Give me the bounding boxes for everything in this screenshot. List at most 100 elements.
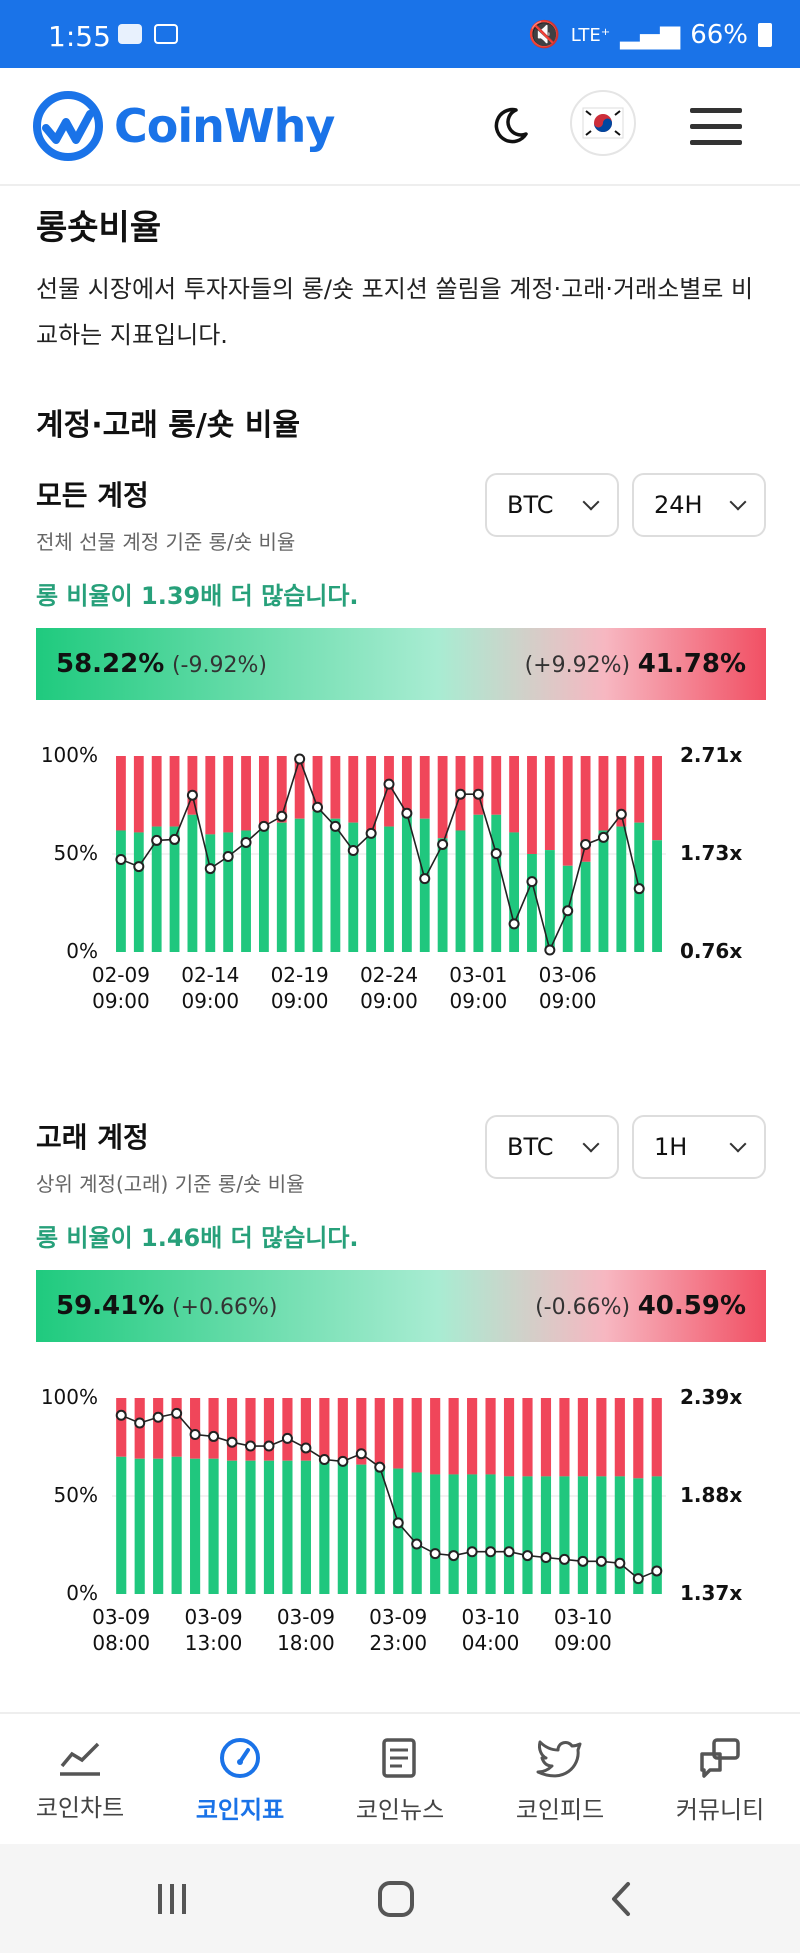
ratio-point (429, 1548, 441, 1560)
ratio-point (258, 820, 270, 832)
long-bar (153, 1458, 164, 1594)
long-bar (245, 1460, 256, 1594)
whale-ratio-note: 롱 비율이 1.46배 더 많습니다. (36, 1224, 359, 1252)
short-bar (190, 1398, 201, 1459)
long-bar (430, 1474, 441, 1594)
gauge-icon (220, 1737, 260, 1778)
nav-coin-feed[interactable]: 코인피드 (480, 1714, 640, 1846)
long-bar (577, 1476, 588, 1594)
all-accounts-chart[interactable]: 100%50%0%2.71x1.73x0.76x02-0909:0002-140… (36, 732, 766, 1052)
short-bar (509, 756, 520, 833)
ratio-point (134, 1417, 146, 1429)
short-side: (+9.92%) 41.78% (525, 649, 746, 679)
ratio-point (347, 844, 359, 856)
whale-ratio-bar: 59.41% (+0.66%) (-0.66%) 40.59% (36, 1270, 766, 1342)
short-bar (540, 1398, 552, 1477)
whale-accounts-title: 고래 계정 (36, 1121, 149, 1154)
ratio-point (115, 854, 127, 866)
whale-period-select-value: 1H (654, 1133, 688, 1161)
ratio-point (133, 861, 145, 873)
long-bar (544, 850, 555, 952)
long-bar (205, 834, 216, 952)
long-bar (208, 1458, 219, 1594)
app-header: CoinWhy (0, 68, 800, 186)
ratio-point (540, 1551, 552, 1563)
ratio-point (544, 944, 556, 956)
ratio-point (508, 918, 520, 930)
y-tick-right: 1.37x (680, 1581, 742, 1605)
nav-coin-news[interactable]: 코인뉴스 (320, 1714, 480, 1846)
short-bar (634, 756, 645, 823)
x-tick-date: 03-01 (449, 963, 507, 987)
all-ratio-bar: 58.22% (-9.92%) (+9.92%) 41.78% (36, 628, 766, 700)
short-bar (263, 1398, 275, 1461)
long-bar (540, 1476, 552, 1594)
long-bar (467, 1474, 478, 1594)
long-bar (559, 1476, 570, 1594)
menu-icon[interactable] (690, 104, 742, 148)
back-icon[interactable] (606, 1880, 634, 1918)
long-bar (190, 1458, 201, 1594)
all-period-select[interactable]: 24H (632, 473, 766, 537)
long-bar (282, 1460, 293, 1594)
brand-name: CoinWhy (114, 99, 335, 153)
long-bar (491, 814, 502, 952)
nav-coin-chart[interactable]: 코인차트 (0, 1714, 160, 1846)
nav-label: 커뮤니티 (675, 1795, 765, 1824)
all-period-select-value: 24H (654, 491, 703, 519)
short-bar (330, 756, 341, 819)
bottom-nav: 코인차트 코인지표 코인뉴스 코인피드 커뮤니티 (0, 1712, 800, 1846)
all-ratio-note: 롱 비율이 1.39배 더 많습니다. (36, 582, 359, 610)
chevron-down-icon (582, 493, 600, 511)
section-title: 계정·고래 롱/숏 비율 (36, 408, 301, 443)
short-bar (366, 756, 377, 831)
ratio-point (437, 838, 449, 850)
long-bar (503, 1476, 515, 1594)
short-bar (467, 1398, 478, 1475)
long-bar (598, 830, 609, 952)
short-bar (116, 756, 126, 831)
ratio-point (615, 808, 627, 820)
ratio-point (186, 789, 198, 801)
long-bar (330, 818, 341, 952)
y-tick-left: 100% (41, 1385, 98, 1409)
long-bar (401, 814, 412, 952)
x-tick-time: 09:00 (181, 989, 239, 1013)
short-bar (419, 756, 430, 819)
line-chart-icon (60, 1742, 100, 1776)
nav-label: 코인지표 (195, 1795, 285, 1824)
page-description: 선물 시장에서 투자자들의 롱/숏 포지션 쏠림을 계정·고래·거래소별로 비교… (36, 275, 754, 349)
x-tick-time: 09:00 (554, 1631, 612, 1655)
nav-coin-indicator[interactable]: 코인지표 (160, 1714, 320, 1846)
korea-flag-icon (582, 107, 624, 139)
whale-coin-select[interactable]: BTC (485, 1115, 619, 1179)
whale-period-select[interactable]: 1H (632, 1115, 766, 1179)
short-percent: 40.59% (637, 1291, 746, 1321)
ratio-line (120, 756, 640, 953)
short-bar (401, 756, 412, 815)
x-tick-time: 09:00 (360, 989, 418, 1013)
home-icon[interactable] (376, 1880, 416, 1918)
short-bar (151, 756, 162, 827)
x-tick-date: 03-09 (185, 1605, 243, 1629)
dark-mode-icon[interactable] (488, 104, 532, 148)
short-bar (527, 756, 537, 854)
recent-apps-icon[interactable] (154, 1882, 190, 1916)
short-bar (241, 756, 251, 831)
brand-logo[interactable]: CoinWhy (32, 90, 335, 162)
long-bar (276, 822, 287, 952)
long-bar (294, 818, 305, 952)
ratio-point (312, 801, 324, 813)
nav-community[interactable]: 커뮤니티 (640, 1714, 800, 1846)
status-bar: 1:55 🔇 LTE⁺ ▂▄▆ 66% (0, 0, 800, 68)
language-flag-button[interactable] (570, 90, 636, 156)
short-bar (205, 756, 216, 835)
long-bar (473, 814, 484, 952)
whale-accounts-chart[interactable]: 100%50%0%2.39x1.88x1.37x03-0908:0003-091… (36, 1374, 766, 1694)
long-bar (133, 832, 144, 952)
x-tick-date: 03-10 (462, 1605, 520, 1629)
all-coin-select[interactable]: BTC (485, 473, 619, 537)
x-tick-date: 03-09 (277, 1605, 335, 1629)
short-bar (652, 756, 662, 841)
long-side: 58.22% (-9.92%) (56, 649, 267, 679)
